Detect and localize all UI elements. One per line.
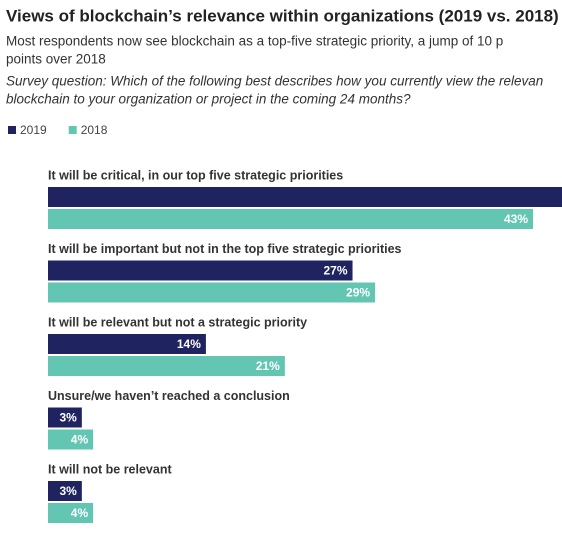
bar (48, 260, 353, 281)
value-label: 14% (177, 337, 201, 351)
value-label: 3% (59, 411, 77, 425)
category-label: It will be critical, in our top five str… (48, 168, 343, 182)
bar (48, 407, 82, 428)
bar (48, 209, 533, 229)
category-label: It will be important but not in the top … (48, 242, 402, 256)
bar (48, 429, 94, 450)
bar (48, 481, 82, 501)
bar (48, 282, 376, 303)
value-label: 4% (71, 506, 89, 520)
value-label: 3% (59, 484, 77, 498)
value-label: 21% (256, 359, 280, 373)
value-label: 43% (504, 212, 528, 226)
legend-label: 2019 (20, 123, 47, 137)
category-label: It will not be relevant (48, 462, 172, 476)
bar (48, 503, 94, 523)
value-label: 4% (71, 433, 89, 447)
legend-swatch (8, 126, 16, 134)
legend-swatch (68, 126, 77, 134)
subtitle: Most respondents now see blockchain as a… (6, 34, 503, 49)
category-label: Unsure/we haven’t reached a conclusion (48, 389, 290, 403)
survey-question: blockchain to your organization or proje… (6, 92, 411, 107)
value-label: 29% (346, 286, 370, 300)
bar (48, 356, 285, 376)
category-label: It will be relevant but not a strategic … (48, 315, 307, 329)
legend-label: 2018 (81, 123, 108, 137)
bar (48, 187, 562, 207)
value-label: 27% (324, 264, 348, 278)
subtitle: points over 2018 (6, 52, 106, 67)
bar (48, 334, 206, 354)
chart-title: Views of blockchain’s relevance within o… (6, 6, 559, 25)
survey-question: Survey question: Which of the following … (6, 74, 543, 89)
